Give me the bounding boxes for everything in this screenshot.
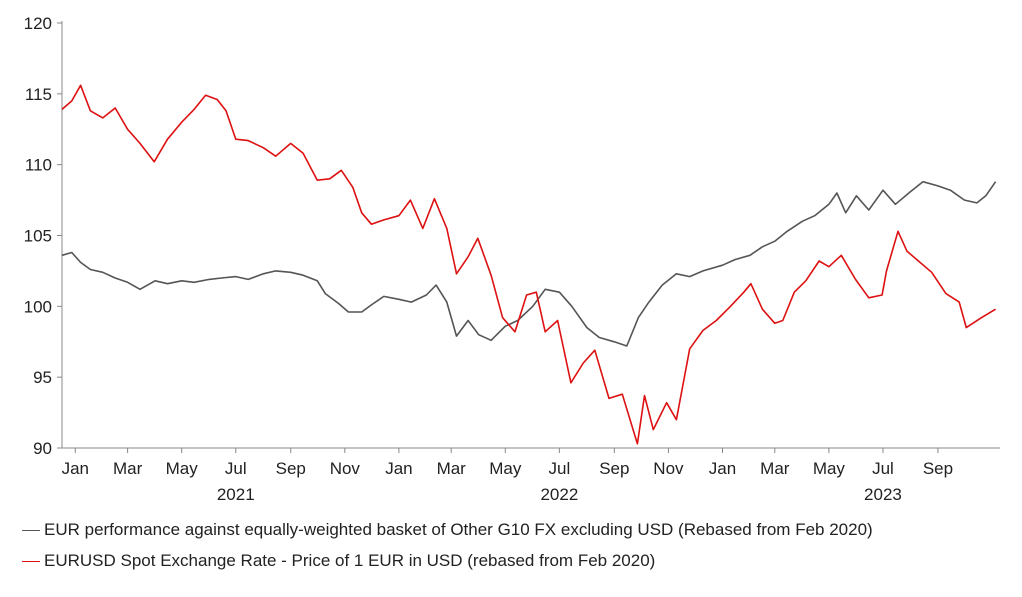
x-tick-label: Sep [923,459,953,478]
y-tick-label: 90 [33,439,52,458]
y-tick-label: 100 [24,297,52,316]
x-year-label: 2022 [540,485,578,504]
x-tick-label: Nov [330,459,361,478]
y-tick-label: 120 [24,14,52,33]
x-tick-label: May [166,459,199,478]
x-tick-label: Sep [276,459,306,478]
x-tick-label: Jul [549,459,571,478]
x-tick-label: Jan [62,459,89,478]
y-tick-label: 110 [25,156,52,175]
y-axis: 90 95 100 105 110 115 120 [24,14,63,458]
legend-swatch-eurusd [22,560,40,562]
y-tick-label: 95 [33,368,52,387]
y-tick-label: 115 [25,85,52,104]
x-tick-label: Sep [599,459,629,478]
x-tick-label: May [813,459,846,478]
y-tick-label: 105 [24,227,52,246]
x-tick-label: May [489,459,522,478]
series-line-basket [61,180,997,347]
x-year-label: 2023 [864,485,902,504]
legend-item-basket: EUR performance against equally-weighted… [22,520,873,540]
x-tick-label: Mar [760,459,790,478]
x-tick-label: Jan [385,459,412,478]
x-axis: Jan Mar May Jul Sep Nov Jan Mar May Jul Sep Nov Jan M… [62,447,1000,504]
x-year-label: 2021 [217,485,255,504]
legend-label-eurusd: EURUSD Spot Exchange Rate - Price of 1 E… [44,551,656,570]
series-line-eurusd [61,84,997,445]
x-tick-label: Mar [113,459,143,478]
legend-label-basket: EUR performance against equally-weighted… [44,520,873,539]
x-tick-label: Nov [653,459,684,478]
legend-item-eurusd: EURUSD Spot Exchange Rate - Price of 1 E… [22,551,655,571]
x-tick-label: Jul [225,459,247,478]
x-tick-label: Mar [437,459,467,478]
x-tick-label: Jan [709,459,736,478]
legend-swatch-basket [22,529,40,531]
x-tick-label: Jul [872,459,894,478]
plot-area [61,84,997,445]
